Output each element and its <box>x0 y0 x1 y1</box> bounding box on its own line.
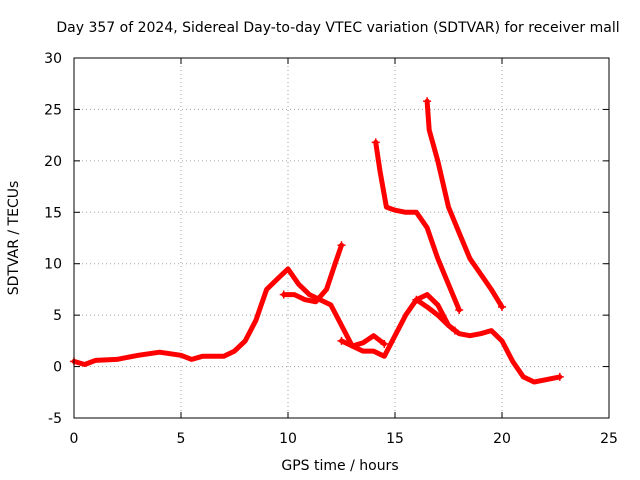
x-tick-label: 15 <box>386 431 404 447</box>
series-track-secondary <box>281 242 344 305</box>
data-point-marker <box>498 302 506 311</box>
chart-title: Day 357 of 2024, Sidereal Day-to-day VTE… <box>56 20 619 36</box>
data-point-marker <box>380 339 389 348</box>
x-axis-label: GPS time / hours <box>281 458 398 474</box>
series-track-upper-b <box>424 98 505 310</box>
y-tick-label: 30 <box>44 51 62 67</box>
series-track-main <box>71 266 563 385</box>
x-tick-label: 25 <box>600 431 618 447</box>
series-track-ridge <box>339 333 387 349</box>
series-track-upper-a <box>373 139 462 313</box>
plot-frame <box>73 57 610 419</box>
y-tick-label: 15 <box>44 205 62 221</box>
data-point-marker <box>371 138 380 147</box>
data-point-marker <box>423 97 432 106</box>
data-point-marker <box>337 241 346 250</box>
grid-lines <box>74 58 609 418</box>
y-tick-label: 10 <box>44 257 62 273</box>
y-tick-label: 0 <box>53 360 62 376</box>
data-point-marker <box>279 290 288 299</box>
data-series <box>70 97 564 385</box>
x-tick-label: 0 <box>70 431 79 447</box>
data-point-marker <box>412 295 421 304</box>
y-tick-label: -5 <box>48 411 62 427</box>
y-tick-label: 5 <box>53 308 62 324</box>
y-tick-label: 20 <box>44 154 62 170</box>
axis-ticks: 0 5 10 15 20 25 -5 0 5 10 15 20 25 30 <box>44 51 618 447</box>
y-tick-label: 25 <box>44 102 62 118</box>
x-tick-label: 20 <box>493 431 511 447</box>
data-point-marker <box>450 326 459 335</box>
data-point-marker <box>455 306 464 314</box>
x-tick-label: 5 <box>177 431 186 447</box>
y-axis-label: SDTVAR / TECUs <box>6 181 22 296</box>
x-tick-label: 10 <box>279 431 297 447</box>
series-track-loop <box>413 297 458 334</box>
data-point-marker <box>337 336 346 345</box>
data-point-marker <box>555 372 564 381</box>
